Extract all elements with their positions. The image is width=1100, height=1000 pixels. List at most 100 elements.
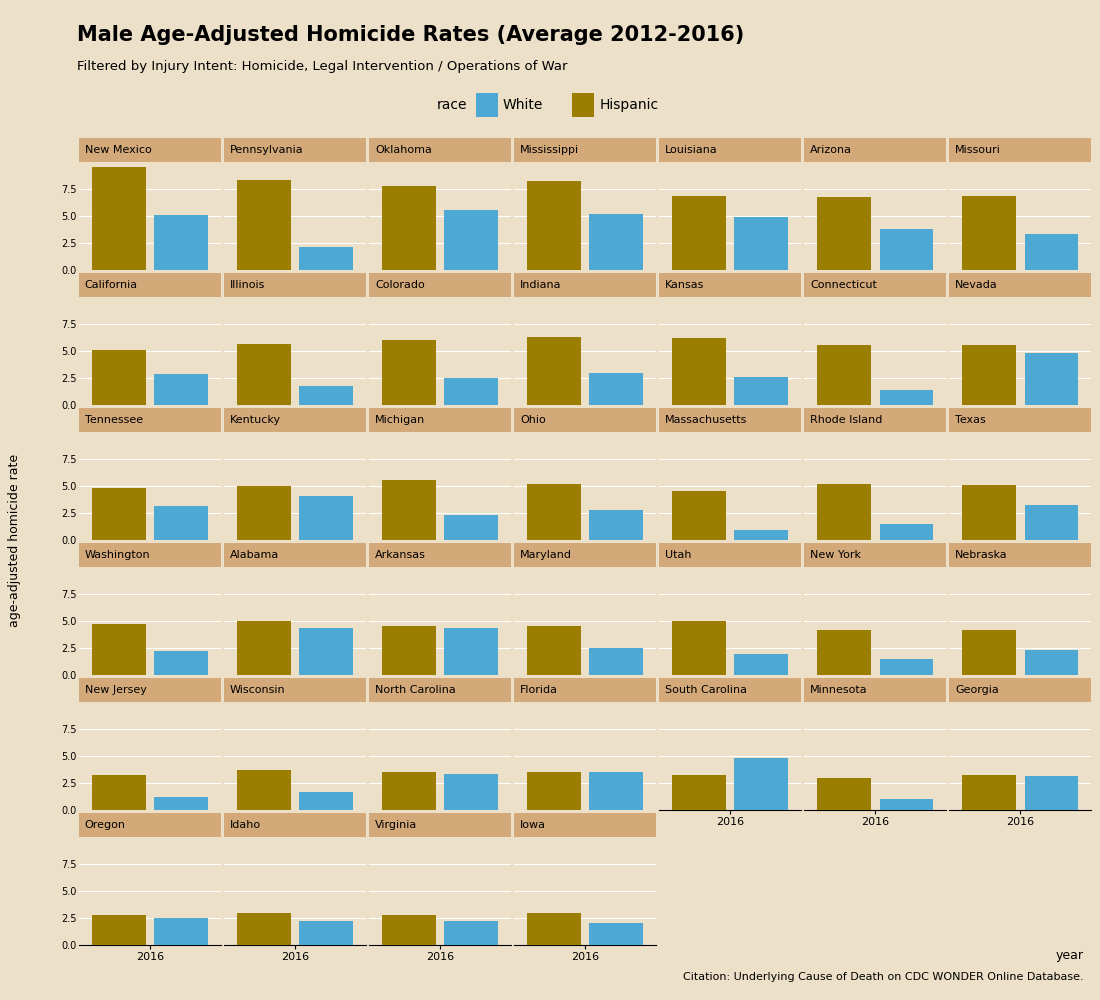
Bar [590, 923, 644, 945]
Bar [382, 186, 436, 270]
Bar [299, 247, 353, 270]
Text: Wisconsin: Wisconsin [230, 685, 286, 695]
Bar [299, 386, 353, 405]
Text: Colorado: Colorado [375, 280, 425, 290]
Text: New Mexico: New Mexico [85, 145, 152, 155]
Bar [527, 772, 581, 810]
Bar [1024, 650, 1078, 675]
Text: Georgia: Georgia [955, 685, 999, 695]
Bar [880, 799, 934, 810]
Bar [92, 488, 146, 540]
Bar [1024, 505, 1078, 540]
Text: Kansas: Kansas [666, 280, 704, 290]
Bar [527, 626, 581, 675]
Text: Virginia: Virginia [375, 820, 417, 830]
Bar [672, 775, 726, 810]
Text: North Carolina: North Carolina [375, 685, 455, 695]
Bar [880, 390, 934, 405]
Text: Hispanic: Hispanic [600, 98, 659, 112]
Bar [236, 344, 290, 405]
Bar [590, 648, 644, 675]
Bar [1024, 353, 1078, 405]
Bar [444, 515, 498, 540]
Bar [527, 181, 581, 270]
Text: Ohio: Ohio [520, 415, 546, 425]
Bar [880, 659, 934, 675]
Text: Washington: Washington [85, 550, 151, 560]
Text: Oklahoma: Oklahoma [375, 145, 432, 155]
Text: Illinois: Illinois [230, 280, 265, 290]
Text: Male Age-Adjusted Homicide Rates (Average 2012-2016): Male Age-Adjusted Homicide Rates (Averag… [77, 25, 745, 45]
Bar [962, 775, 1016, 810]
Bar [590, 373, 644, 405]
Text: New Jersey: New Jersey [85, 685, 146, 695]
Bar [154, 918, 208, 945]
Text: Alabama: Alabama [230, 550, 279, 560]
Bar [92, 624, 146, 675]
Bar [735, 530, 789, 540]
Bar [1024, 234, 1078, 270]
Bar [236, 621, 290, 675]
Text: Oregon: Oregon [85, 820, 125, 830]
Bar [299, 921, 353, 945]
Text: Arkansas: Arkansas [375, 550, 426, 560]
Text: Florida: Florida [520, 685, 558, 695]
Bar [382, 340, 436, 405]
Bar [92, 167, 146, 270]
Bar [527, 337, 581, 405]
Bar [92, 915, 146, 945]
Bar [382, 480, 436, 540]
Text: Filtered by Injury Intent: Homicide, Legal Intervention / Operations of War: Filtered by Injury Intent: Homicide, Leg… [77, 60, 568, 73]
Bar [962, 485, 1016, 540]
Text: White: White [503, 98, 543, 112]
Text: Iowa: Iowa [520, 820, 546, 830]
Text: Maryland: Maryland [520, 550, 572, 560]
Bar [817, 345, 871, 405]
Bar [444, 628, 498, 675]
Bar [154, 215, 208, 270]
Text: Nevada: Nevada [955, 280, 998, 290]
Bar [880, 229, 934, 270]
Text: race: race [437, 98, 468, 112]
Bar [672, 196, 726, 270]
Text: Utah: Utah [666, 550, 692, 560]
Text: Nebraska: Nebraska [955, 550, 1008, 560]
Bar [962, 630, 1016, 675]
Text: year: year [1056, 949, 1084, 962]
Bar [672, 621, 726, 675]
Bar [672, 338, 726, 405]
Text: Indiana: Indiana [520, 280, 561, 290]
Text: Texas: Texas [955, 415, 986, 425]
Text: California: California [85, 280, 138, 290]
Bar [92, 775, 146, 810]
Text: Connecticut: Connecticut [810, 280, 877, 290]
Bar [154, 797, 208, 810]
Bar [92, 350, 146, 405]
Bar [236, 180, 290, 270]
Text: Mississippi: Mississippi [520, 145, 579, 155]
Bar [299, 496, 353, 540]
Bar [817, 778, 871, 810]
Bar [817, 630, 871, 675]
Text: Arizona: Arizona [810, 145, 853, 155]
Bar [154, 506, 208, 540]
Bar [236, 913, 290, 945]
Text: Michigan: Michigan [375, 415, 426, 425]
Text: Massachusetts: Massachusetts [666, 415, 747, 425]
Bar [880, 524, 934, 540]
Text: Citation: Underlying Cause of Death on CDC WONDER Online Database.: Citation: Underlying Cause of Death on C… [683, 972, 1084, 982]
Text: Louisiana: Louisiana [666, 145, 718, 155]
Text: Missouri: Missouri [955, 145, 1001, 155]
Text: Tennessee: Tennessee [85, 415, 143, 425]
Bar [590, 772, 644, 810]
Bar [382, 915, 436, 945]
Bar [382, 772, 436, 810]
Bar [444, 921, 498, 945]
Text: Pennsylvania: Pennsylvania [230, 145, 304, 155]
Bar [735, 654, 789, 675]
Bar [735, 758, 789, 810]
Bar [527, 484, 581, 540]
Bar [299, 792, 353, 810]
Bar [444, 774, 498, 810]
Bar [299, 628, 353, 675]
